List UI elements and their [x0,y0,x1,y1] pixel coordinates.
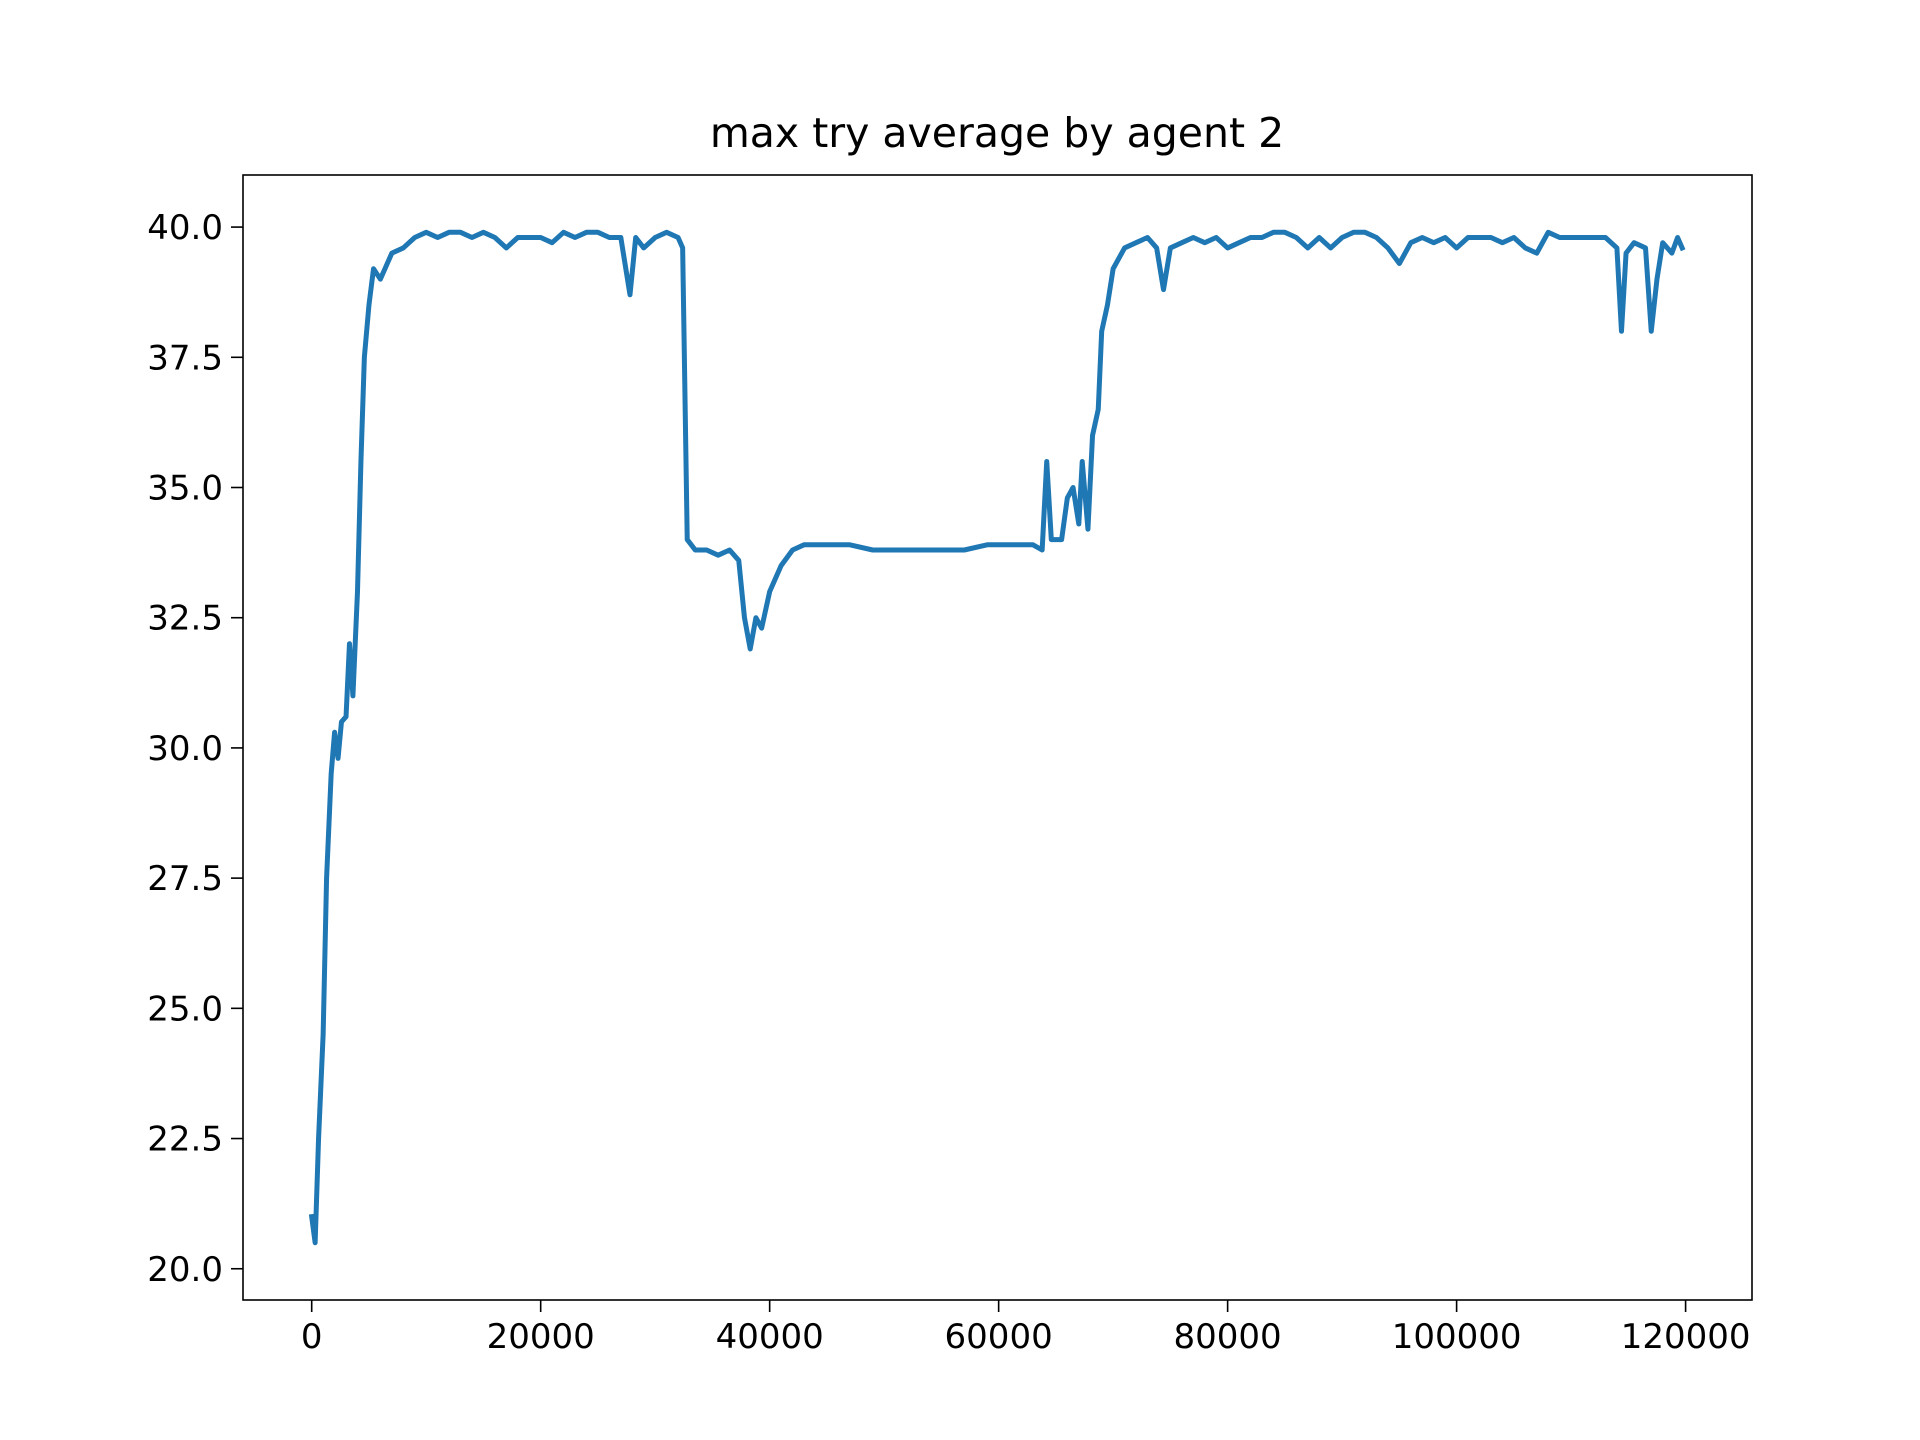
plot-frame [242,174,1753,1301]
x-tick-label: 20000 [487,1317,595,1357]
y-tick-label: 20.0 [147,1250,223,1290]
y-tick-label: 37.5 [147,338,223,378]
x-tick-label: 40000 [716,1317,824,1357]
y-tick-label: 27.5 [147,859,223,899]
y-tick-label: 40.0 [147,208,223,248]
x-tick-label: 100000 [1392,1317,1522,1357]
x-tick-label: 120000 [1621,1317,1751,1357]
line-series [308,229,1686,1246]
x-tick-label: 80000 [1174,1317,1282,1357]
y-tick-label: 22.5 [147,1120,223,1160]
y-tick-label: 32.5 [147,599,223,639]
x-tick-label: 0 [301,1317,323,1357]
y-tick-label: 35.0 [147,469,223,509]
y-tick-label: 25.0 [147,989,223,1029]
chart-title: max try average by agent 2 [710,109,1284,157]
x-tick-label: 60000 [945,1317,1053,1357]
y-tick-label: 30.0 [147,729,223,769]
